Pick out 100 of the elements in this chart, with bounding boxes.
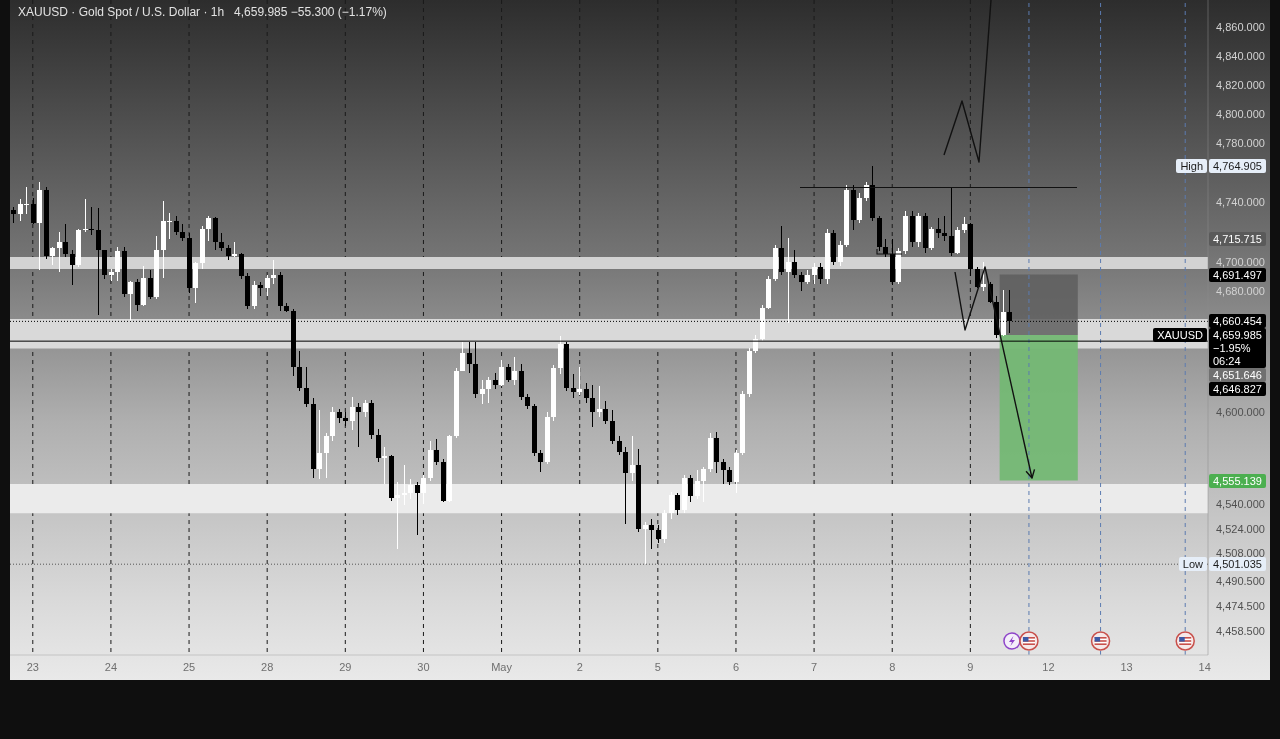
x-tick-label: 14 — [1198, 660, 1211, 673]
candlestick — [695, 469, 700, 500]
candlestick — [96, 207, 101, 316]
x-tick-label: 25 — [182, 660, 196, 673]
candlestick — [571, 373, 576, 399]
y-tick-label: 4,680.000 — [1216, 285, 1265, 298]
candlestick — [376, 428, 381, 463]
candlestick — [239, 252, 244, 280]
candlestick — [617, 435, 622, 456]
x-tick-label: 8 — [889, 660, 896, 673]
candlestick — [929, 226, 934, 251]
candlestick — [590, 384, 595, 428]
y-tick-label: 4,540.000 — [1216, 497, 1265, 510]
x-tick-label: 29 — [339, 660, 352, 673]
x-tick-label: 24 — [104, 660, 118, 673]
candlestick — [252, 280, 257, 310]
y-tick-label: 4,524.000 — [1216, 522, 1265, 535]
candlestick — [701, 466, 706, 503]
x-tick-label: 23 — [26, 660, 39, 673]
candlestick — [669, 491, 674, 520]
candlestick — [786, 237, 791, 324]
candlestick — [792, 249, 797, 279]
x-tick-label: 6 — [732, 660, 740, 673]
candlestick — [577, 366, 582, 396]
y-tick-label: 4,840.000 — [1216, 50, 1265, 63]
text: 06:24 — [1213, 354, 1242, 368]
candlestick — [89, 206, 94, 236]
candlestick — [408, 478, 413, 500]
candlestick — [115, 246, 120, 282]
text: 4,660.454 — [1213, 313, 1263, 328]
candlestick — [936, 217, 941, 239]
candlestick — [460, 341, 465, 372]
candlestick — [558, 335, 563, 375]
candlestick — [265, 274, 270, 297]
candlestick — [382, 446, 387, 485]
candlestick — [213, 216, 218, 251]
candlestick — [206, 215, 211, 242]
text: 4,691.497 — [1213, 268, 1263, 282]
candlestick — [981, 261, 986, 292]
text: 4,555.139 — [1213, 473, 1263, 488]
x-tick-label: 9 — [967, 660, 974, 673]
y-tick-label: 4,740.000 — [1216, 196, 1265, 209]
candlestick — [955, 226, 960, 255]
y-tick-label: 4,700.000 — [1216, 255, 1265, 268]
candlestick — [975, 266, 980, 289]
candlestick — [623, 446, 628, 525]
candlestick — [812, 262, 817, 285]
candlestick — [174, 215, 179, 236]
candlestick — [395, 481, 400, 550]
y-tick-label: 4,458.500 — [1216, 624, 1265, 637]
y-tick-label: 4,474.500 — [1216, 599, 1265, 612]
candlestick — [128, 280, 133, 322]
y-tick-label: 4,600.000 — [1216, 406, 1265, 419]
candlestick — [610, 409, 615, 445]
candlestick — [70, 249, 75, 286]
candlestick — [643, 521, 648, 565]
text: −1.95% — [1213, 341, 1252, 355]
candlestick — [649, 518, 654, 550]
x-tick-label: 13 — [1120, 660, 1133, 673]
candlestick — [486, 376, 491, 404]
x-tick-label: 30 — [417, 660, 430, 673]
candlestick — [857, 192, 862, 224]
candlestick — [721, 458, 726, 485]
x-tick-label: May — [491, 660, 513, 673]
annotation: High — [1176, 159, 1207, 173]
candlestick — [949, 186, 954, 257]
candlestick — [714, 431, 719, 474]
y-tick-label: 4,860.000 — [1216, 21, 1265, 34]
x-tick-label: 28 — [261, 660, 274, 673]
candlestick — [304, 366, 309, 408]
candlestick — [330, 406, 335, 442]
candlestick — [402, 464, 407, 506]
candlestick — [135, 278, 140, 312]
candlestick — [83, 198, 88, 233]
chart-title: XAUUSD · Gold Spot / U.S. Dollar · 1h — [18, 5, 225, 19]
y-tick-label: 4,820.000 — [1216, 79, 1265, 92]
x-tick-label: 12 — [1042, 660, 1055, 673]
candlestick — [324, 432, 329, 479]
candlestick — [297, 350, 302, 392]
y-tick-label: 4,780.000 — [1216, 137, 1265, 150]
candlestick — [1001, 289, 1006, 337]
candlestick — [57, 231, 62, 273]
y-tick-label: 4,800.000 — [1216, 108, 1265, 121]
candlestick — [512, 356, 517, 386]
candlestick — [779, 225, 784, 276]
candlestick — [603, 400, 608, 425]
candlestick — [421, 474, 426, 505]
text: 4,651.646 — [1213, 367, 1263, 382]
candlestick — [480, 379, 485, 405]
candlestick — [597, 385, 602, 418]
annotation: Low — [1178, 557, 1207, 572]
candlestick — [818, 262, 823, 285]
candlestick — [31, 197, 36, 225]
candlestick — [688, 474, 693, 503]
candlestick — [942, 215, 947, 242]
chart-subtitle: 4,659.985 −55.300 (−1.17%) — [234, 5, 387, 19]
candlestick — [675, 492, 680, 516]
candlestick — [799, 271, 804, 292]
candlestick — [499, 359, 504, 387]
candlestick — [63, 223, 68, 258]
